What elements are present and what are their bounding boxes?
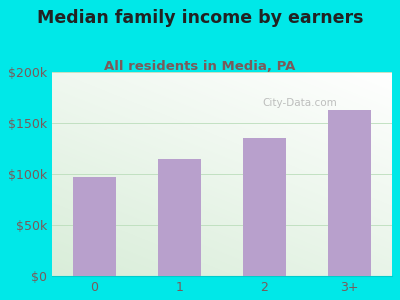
Text: City-Data.com: City-Data.com: [263, 98, 338, 108]
Bar: [73, 177, 116, 276]
Bar: [328, 110, 371, 276]
Text: All residents in Media, PA: All residents in Media, PA: [104, 60, 296, 73]
Bar: [158, 159, 201, 276]
Bar: [243, 138, 286, 276]
Text: Median family income by earners: Median family income by earners: [37, 9, 363, 27]
